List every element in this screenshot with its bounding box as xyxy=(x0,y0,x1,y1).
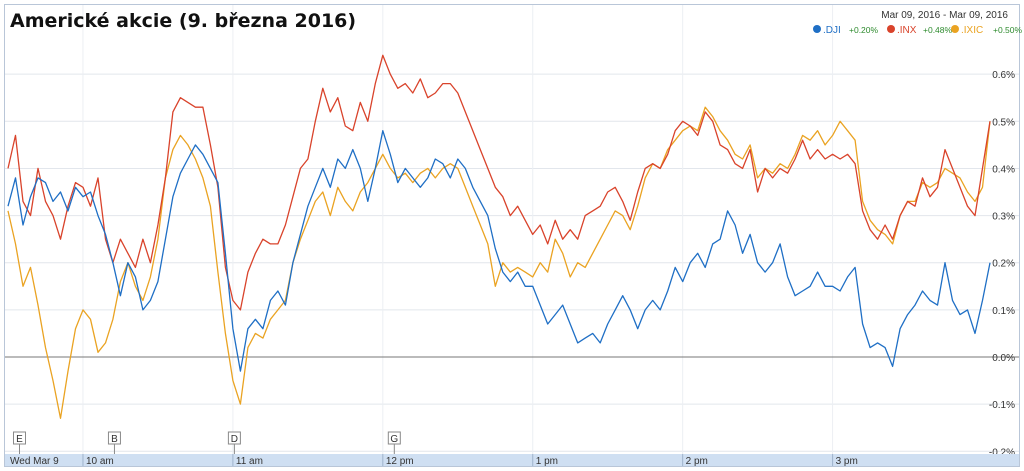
legend-change: +0.48% xyxy=(923,25,953,35)
y-tick-labels: 0.6% 0.5% 0.4% 0.3% 0.2% 0.1% 0.0% -0.1% -0.2% xyxy=(989,70,1015,458)
x-tick-label: Wed Mar 9 xyxy=(10,456,59,467)
legend-name[interactable]: .DJI xyxy=(823,25,841,36)
y-tick-label: 0.2% xyxy=(992,259,1015,270)
x-tick-label: 1 pm xyxy=(536,456,558,467)
y-tick-label: -0.2% xyxy=(989,447,1015,458)
y-tick-label: 0.5% xyxy=(992,117,1015,128)
chart-frame xyxy=(4,4,1020,467)
x-tick-label: 2 pm xyxy=(686,456,708,467)
y-tick-label: 0.1% xyxy=(992,306,1015,317)
y-tick-label: 0.4% xyxy=(992,164,1015,175)
legend-name[interactable]: .IXIC xyxy=(961,25,983,36)
x-tick-labels: Wed Mar 9 10 am 11 am 12 pm 1 pm 2 pm 3 pm xyxy=(10,454,858,467)
event-marker-e[interactable] xyxy=(12,431,26,445)
series-line-dji xyxy=(7,130,991,372)
legend-swatch xyxy=(813,25,821,33)
event-marker-label: B xyxy=(111,434,118,445)
date-range: Mar 09, 2016 - Mar 09, 2016 xyxy=(881,10,1008,21)
series-line-ixic xyxy=(7,106,991,419)
series-layer xyxy=(7,54,991,419)
legend-change: +0.50% xyxy=(993,25,1023,35)
grid-layer xyxy=(5,73,1019,452)
event-marker-label: D xyxy=(231,434,238,445)
x-tick-label: 11 am xyxy=(236,456,263,467)
event-marker-label: E xyxy=(16,434,23,445)
y-tick-label: 0.0% xyxy=(992,353,1015,364)
legend-swatch xyxy=(951,25,959,33)
x-axis-band xyxy=(5,454,1019,466)
event-marker-d[interactable] xyxy=(227,431,241,445)
y-tick-label: 0.3% xyxy=(992,212,1015,223)
legend-name[interactable]: .INX xyxy=(897,25,917,36)
event-marker-b[interactable] xyxy=(107,431,121,445)
series-line-inx xyxy=(7,54,991,311)
y-tick-label: -0.1% xyxy=(989,400,1015,411)
x-tick-label: 12 pm xyxy=(386,456,414,467)
x-grid-layer xyxy=(82,5,834,454)
x-tick-label: 10 am xyxy=(86,456,114,467)
event-marker-label: G xyxy=(390,434,398,445)
legend: .DJI +0.20% .INX +0.48% .IXIC +0.50% xyxy=(813,25,1023,36)
event-marker-g[interactable] xyxy=(387,431,401,445)
x-tick-label: 3 pm xyxy=(836,456,858,467)
legend-swatch xyxy=(887,25,895,33)
y-tick-label: 0.6% xyxy=(992,70,1015,81)
chart-title: Americké akcie (9. března 2016) xyxy=(10,10,356,32)
legend-change: +0.20% xyxy=(849,25,879,35)
